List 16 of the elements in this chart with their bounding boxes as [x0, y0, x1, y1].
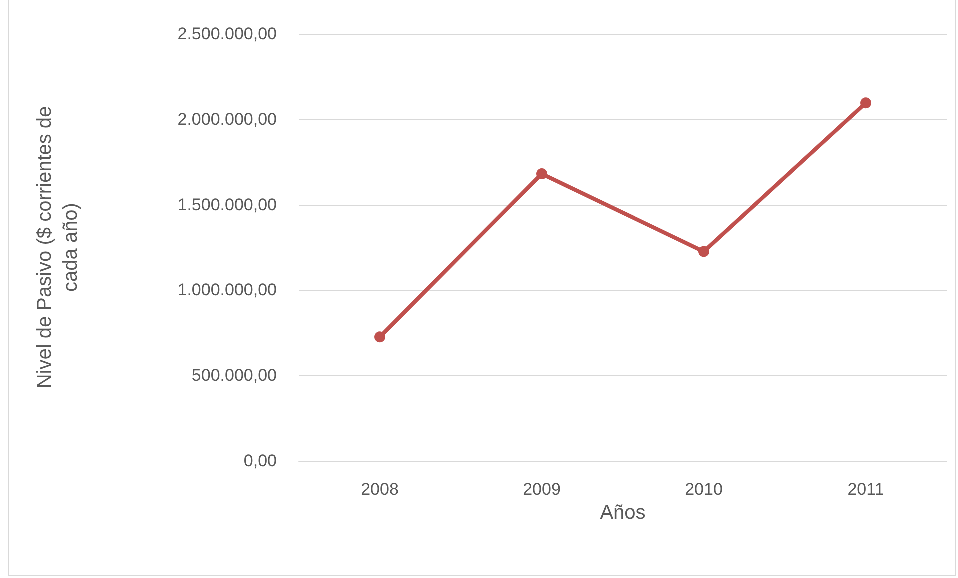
- point: [536, 168, 548, 180]
- y-tick-label: 2.000.000,00: [178, 110, 277, 129]
- y-axis-title: Nivel de Pasivo ($ corrientes de cada año): [34, 106, 82, 389]
- x-tick-label: 2010: [685, 480, 723, 499]
- y-tick-label: 2.500.000,00: [178, 24, 277, 44]
- x-tick-label: 2008: [361, 480, 399, 499]
- y-tick-label: 1.000.000,00: [178, 280, 277, 300]
- y-tick-label: 0,00: [244, 452, 277, 470]
- y-tick-label: 1.500.000,00: [178, 195, 277, 214]
- x-tick-label: 2011: [848, 480, 884, 499]
- x-tick-label: 2009: [523, 480, 561, 499]
- point: [698, 246, 710, 258]
- point: [374, 332, 386, 343]
- point: [860, 98, 872, 109]
- y-tick-label: 500.000,00: [192, 366, 277, 386]
- x-axis-title: Años: [600, 502, 646, 524]
